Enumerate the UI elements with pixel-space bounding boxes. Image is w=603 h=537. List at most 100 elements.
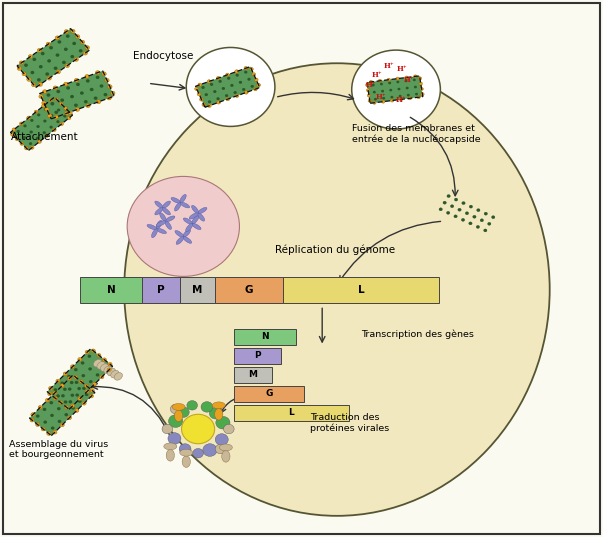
Polygon shape xyxy=(30,375,95,436)
Circle shape xyxy=(187,401,198,410)
Circle shape xyxy=(63,115,66,118)
Circle shape xyxy=(227,77,230,79)
Circle shape xyxy=(95,361,99,364)
Circle shape xyxy=(22,72,27,76)
Circle shape xyxy=(36,415,40,418)
Circle shape xyxy=(415,93,418,96)
Circle shape xyxy=(476,209,480,212)
Polygon shape xyxy=(367,76,423,103)
Circle shape xyxy=(193,448,203,458)
Circle shape xyxy=(37,78,41,82)
Circle shape xyxy=(204,93,208,96)
Bar xyxy=(233,405,349,420)
Circle shape xyxy=(480,219,484,222)
Ellipse shape xyxy=(147,224,157,230)
Circle shape xyxy=(201,86,204,89)
Circle shape xyxy=(30,119,34,122)
Circle shape xyxy=(257,83,260,87)
Ellipse shape xyxy=(192,223,201,230)
Circle shape xyxy=(182,414,215,444)
Circle shape xyxy=(38,83,42,86)
Circle shape xyxy=(85,350,89,354)
Circle shape xyxy=(57,108,60,112)
Text: L: L xyxy=(358,285,364,295)
Ellipse shape xyxy=(192,205,198,213)
Circle shape xyxy=(93,97,98,100)
Circle shape xyxy=(37,48,42,52)
Ellipse shape xyxy=(222,451,230,462)
Circle shape xyxy=(168,433,181,444)
Circle shape xyxy=(75,409,79,412)
Bar xyxy=(180,278,215,303)
Ellipse shape xyxy=(174,202,181,211)
Circle shape xyxy=(90,88,93,91)
Circle shape xyxy=(458,208,461,211)
Circle shape xyxy=(215,434,228,445)
Ellipse shape xyxy=(156,220,162,229)
Circle shape xyxy=(488,222,491,226)
Circle shape xyxy=(74,78,78,82)
Circle shape xyxy=(24,125,27,127)
Circle shape xyxy=(454,215,457,218)
Circle shape xyxy=(23,136,26,139)
Circle shape xyxy=(43,131,46,134)
Ellipse shape xyxy=(198,207,207,214)
Ellipse shape xyxy=(182,456,191,467)
Circle shape xyxy=(99,375,104,379)
Circle shape xyxy=(66,86,70,90)
Circle shape xyxy=(45,134,49,137)
Ellipse shape xyxy=(164,443,177,450)
Circle shape xyxy=(50,414,54,417)
Text: P: P xyxy=(254,351,260,360)
Circle shape xyxy=(462,201,465,205)
Circle shape xyxy=(64,48,68,51)
Circle shape xyxy=(66,34,70,38)
Circle shape xyxy=(414,75,417,78)
Ellipse shape xyxy=(111,371,119,378)
Circle shape xyxy=(169,415,183,427)
Circle shape xyxy=(43,90,47,93)
Circle shape xyxy=(55,53,59,57)
Circle shape xyxy=(60,381,64,384)
Circle shape xyxy=(75,107,80,111)
Circle shape xyxy=(28,55,33,59)
Ellipse shape xyxy=(171,198,180,203)
Circle shape xyxy=(387,78,391,81)
Circle shape xyxy=(50,114,54,117)
Circle shape xyxy=(38,405,42,409)
Circle shape xyxy=(53,86,57,90)
Circle shape xyxy=(80,40,84,44)
Circle shape xyxy=(244,91,248,94)
Circle shape xyxy=(201,402,213,412)
Circle shape xyxy=(69,400,72,403)
Circle shape xyxy=(75,381,78,384)
Circle shape xyxy=(64,401,68,404)
Bar xyxy=(233,367,272,383)
Bar xyxy=(142,278,180,303)
Circle shape xyxy=(65,413,68,416)
Circle shape xyxy=(476,226,479,228)
Text: H⁺: H⁺ xyxy=(404,76,414,84)
Circle shape xyxy=(380,83,383,85)
Circle shape xyxy=(71,394,74,397)
Ellipse shape xyxy=(124,63,550,516)
Circle shape xyxy=(76,83,80,86)
Circle shape xyxy=(45,398,49,402)
Ellipse shape xyxy=(198,213,204,221)
Circle shape xyxy=(78,358,82,361)
Circle shape xyxy=(61,394,65,397)
Circle shape xyxy=(47,76,51,80)
Circle shape xyxy=(396,81,399,83)
Circle shape xyxy=(198,83,202,86)
Circle shape xyxy=(408,97,411,100)
Ellipse shape xyxy=(101,364,109,372)
Circle shape xyxy=(396,77,399,80)
Circle shape xyxy=(239,81,242,84)
Circle shape xyxy=(216,97,219,100)
Text: H⁺: H⁺ xyxy=(384,62,394,70)
Ellipse shape xyxy=(215,409,223,420)
Circle shape xyxy=(365,83,369,86)
Circle shape xyxy=(107,96,112,100)
Circle shape xyxy=(39,95,43,98)
Ellipse shape xyxy=(155,201,163,208)
